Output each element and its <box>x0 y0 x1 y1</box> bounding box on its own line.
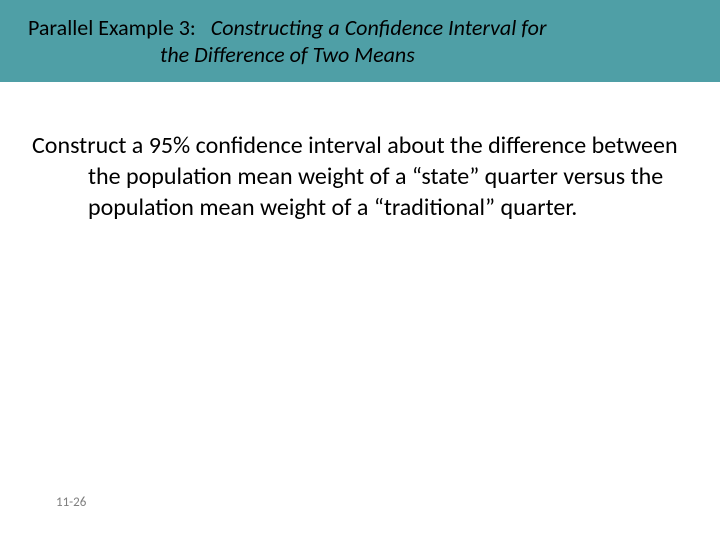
title-line-1: Parallel Example 3: Constructing a Confi… <box>0 14 720 41</box>
title-bar: Parallel Example 3: Constructing a Confi… <box>0 0 720 82</box>
page-number: 11-26 <box>56 495 86 510</box>
title-line-2: the Difference of Two Means <box>0 41 720 68</box>
title-topic-part1: Constructing a Confidence Interval for <box>211 14 547 41</box>
body-paragraph: Construct a 95% confidence interval abou… <box>72 82 720 224</box>
title-label: Parallel Example 3: <box>28 14 196 41</box>
